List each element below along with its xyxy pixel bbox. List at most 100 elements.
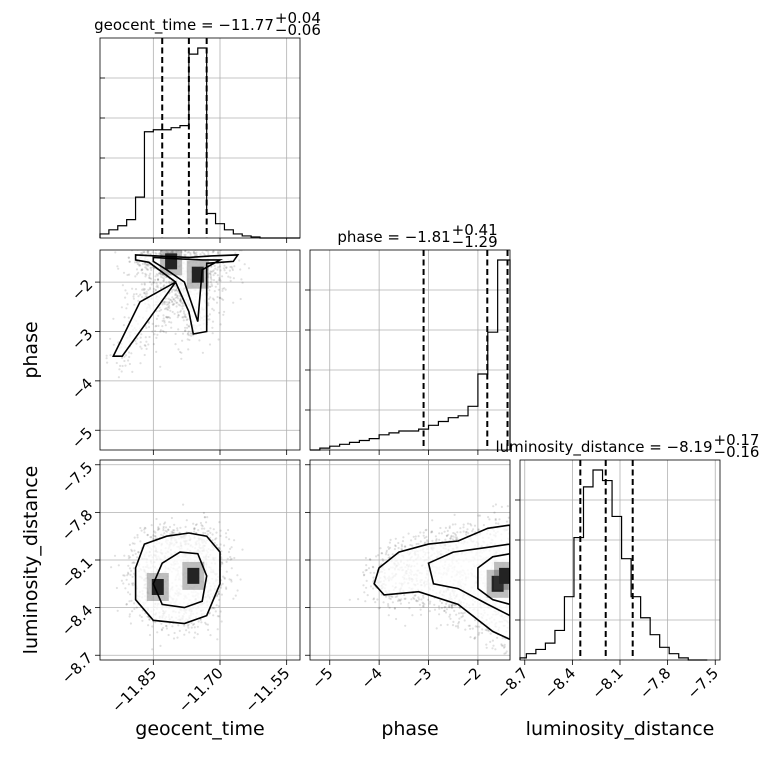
- scatter-geocent_time-vs-phase-sample: [156, 278, 160, 281]
- scatter-geocent_time-vs-luminosity_distance-sample: [146, 615, 149, 618]
- scatter-geocent_time-vs-phase-sample: [205, 250, 208, 252]
- scatter-phase-vs-luminosity_distance-sample: [513, 549, 515, 551]
- scatter-geocent_time-vs-phase-sample: [174, 343, 177, 346]
- xtick-label-phase-2: −3: [407, 664, 435, 692]
- scatter-phase-vs-luminosity_distance-sample: [466, 528, 469, 531]
- scatter-geocent_time-vs-phase-sample: [126, 303, 129, 306]
- scatter-geocent_time-vs-phase-sample: [179, 299, 182, 302]
- scatter-geocent_time-vs-luminosity_distance-sample: [220, 550, 223, 553]
- scatter-geocent_time-vs-phase-sample: [218, 278, 221, 281]
- scatter-geocent_time-vs-luminosity_distance-sample: [148, 618, 151, 621]
- scatter-geocent_time-vs-luminosity_distance-sample: [215, 537, 218, 540]
- scatter-phase-vs-luminosity_distance-sample: [522, 598, 524, 600]
- scatter-phase-vs-luminosity_distance-sample: [494, 517, 497, 521]
- scatter-geocent_time-vs-phase-sample: [217, 288, 220, 291]
- scatter-geocent_time-vs-phase-sample: [203, 252, 206, 255]
- scatter-phase-vs-luminosity_distance-sample: [461, 612, 465, 615]
- scatter-geocent_time-vs-luminosity_distance-sample: [186, 624, 189, 627]
- hist-luminosity_distance-axes: luminosity_distance = −8.19 +0.17−0.16: [495, 431, 759, 661]
- scatter-geocent_time-vs-luminosity_distance-sample: [162, 529, 165, 532]
- scatter-phase-vs-luminosity_distance-sample: [419, 608, 422, 611]
- scatter-phase-vs-luminosity_distance-sample: [512, 563, 514, 565]
- scatter-geocent_time-vs-phase-sample: [183, 315, 186, 318]
- scatter-geocent_time-vs-luminosity_distance-sample: [203, 516, 207, 519]
- scatter-geocent_time-vs-phase-sample: [182, 304, 185, 307]
- scatter-phase-vs-luminosity_distance-sample: [444, 611, 448, 614]
- scatter-geocent_time-vs-luminosity_distance-sample: [136, 533, 139, 537]
- scatter-geocent_time-vs-luminosity_distance-density-1: [153, 552, 207, 608]
- scatter-geocent_time-vs-luminosity_distance-sample: [131, 561, 134, 565]
- scatter-geocent_time-vs-phase-sample: [139, 341, 142, 344]
- scatter-geocent_time-vs-luminosity_distance-sample: [199, 521, 202, 525]
- scatter-geocent_time-vs-phase-sample: [185, 318, 188, 322]
- scatter-geocent_time-vs-phase-sample: [145, 247, 147, 249]
- scatter-phase-vs-luminosity_distance-sample: [481, 631, 484, 635]
- scatter-geocent_time-vs-phase-sample: [210, 283, 213, 286]
- scatter-geocent_time-vs-phase-sample: [154, 275, 157, 278]
- scatter-geocent_time-vs-luminosity_distance-sample: [177, 624, 180, 627]
- scatter-geocent_time-vs-phase-sample: [140, 333, 143, 336]
- scatter-geocent_time-vs-luminosity_distance-sample: [152, 534, 155, 537]
- scatter-phase-vs-luminosity_distance-sample: [348, 598, 351, 601]
- scatter-geocent_time-vs-luminosity_distance-sample: [217, 605, 220, 608]
- scatter-geocent_time-vs-luminosity_distance-sample: [173, 529, 176, 532]
- scatter-geocent_time-vs-phase-sample: [154, 251, 157, 255]
- hist-luminosity_distance-title: luminosity_distance = −8.19: [495, 438, 712, 457]
- scatter-phase-vs-luminosity_distance-sample: [454, 604, 457, 607]
- scatter-geocent_time-vs-luminosity_distance-sample: [176, 636, 179, 639]
- scatter-geocent_time-vs-luminosity_distance-sample: [183, 624, 186, 627]
- scatter-phase-vs-luminosity_distance-sample: [418, 603, 421, 606]
- scatter-geocent_time-vs-phase-sample: [157, 314, 160, 317]
- scatter-geocent_time-vs-phase-sample: [176, 290, 179, 293]
- scatter-phase-vs-luminosity_distance-peak-halo-1: [494, 561, 510, 590]
- scatter-phase-vs-luminosity_distance-sample: [445, 608, 448, 611]
- scatter-geocent_time-vs-luminosity_distance-sample: [196, 633, 199, 636]
- scatter-phase-vs-luminosity_distance-sample: [458, 607, 461, 610]
- scatter-geocent_time-vs-phase-sample: [173, 289, 177, 292]
- scatter-geocent_time-vs-phase-sample: [145, 273, 148, 276]
- scatter-phase-vs-luminosity_distance-sample: [357, 598, 360, 601]
- scatter-geocent_time-vs-luminosity_distance-sample: [204, 621, 207, 624]
- scatter-geocent_time-vs-luminosity_distance-sample: [184, 525, 187, 529]
- scatter-geocent_time-vs-phase-sample: [145, 267, 148, 270]
- ylabel-luminosity_distance: luminosity_distance: [20, 466, 42, 655]
- scatter-geocent_time-vs-phase-sample: [176, 294, 179, 297]
- scatter-geocent_time-vs-phase-sample: [208, 343, 212, 346]
- scatter-phase-vs-luminosity_distance-sample: [467, 532, 470, 535]
- scatter-geocent_time-vs-luminosity_distance-sample: [193, 527, 196, 530]
- scatter-geocent_time-vs-phase-sample: [166, 316, 169, 319]
- scatter-phase-vs-luminosity_distance-sample: [510, 559, 512, 561]
- scatter-geocent_time-vs-phase-sample: [160, 239, 162, 241]
- scatter-geocent_time-vs-phase-sample: [169, 316, 172, 320]
- scatter-geocent_time-vs-luminosity_distance-sample: [228, 578, 231, 581]
- scatter-geocent_time-vs-phase-sample: [141, 248, 143, 250]
- scatter-geocent_time-vs-phase-sample: [146, 250, 149, 253]
- scatter-geocent_time-vs-phase-sample: [164, 242, 166, 244]
- scatter-geocent_time-vs-phase-sample: [168, 301, 171, 304]
- scatter-geocent_time-vs-phase-sample: [134, 275, 137, 278]
- scatter-geocent_time-vs-phase-sample: [133, 303, 136, 306]
- scatter-phase-vs-luminosity_distance-sample: [424, 529, 427, 532]
- scatter-geocent_time-vs-phase-sample: [193, 252, 196, 255]
- scatter-geocent_time-vs-luminosity_distance-sample: [115, 586, 118, 590]
- scatter-geocent_time-vs-phase-sample: [221, 287, 224, 290]
- scatter-geocent_time-vs-phase-sample: [174, 332, 177, 335]
- scatter-phase-vs-luminosity_distance-sample: [474, 636, 477, 639]
- scatter-geocent_time-vs-phase-sample: [154, 325, 157, 328]
- scatter-geocent_time-vs-luminosity_distance-sample: [167, 528, 170, 532]
- scatter-geocent_time-vs-phase-sample: [232, 301, 235, 304]
- scatter-phase-vs-luminosity_distance-sample: [451, 624, 455, 627]
- scatter-geocent_time-vs-phase-sample: [156, 278, 160, 281]
- scatter-phase-vs-luminosity_distance-sample: [373, 571, 376, 574]
- scatter-geocent_time-vs-luminosity_distance-sample: [170, 516, 173, 520]
- scatter-geocent_time-vs-phase-sample: [176, 296, 179, 299]
- scatter-geocent_time-vs-phase-sample: [229, 279, 232, 282]
- scatter-geocent_time-vs-phase-sample: [190, 246, 192, 248]
- scatter-phase-vs-luminosity_distance-sample: [478, 514, 482, 517]
- scatter-geocent_time-vs-luminosity_distance-sample: [133, 542, 136, 545]
- scatter-phase-vs-luminosity_distance-sample: [450, 604, 454, 608]
- scatter-geocent_time-vs-luminosity_distance-sample: [156, 631, 159, 634]
- scatter-phase-vs-luminosity_distance-sample: [380, 552, 383, 555]
- scatter-geocent_time-vs-phase-sample: [175, 289, 178, 292]
- scatter-geocent_time-vs-luminosity_distance-sample: [160, 628, 163, 631]
